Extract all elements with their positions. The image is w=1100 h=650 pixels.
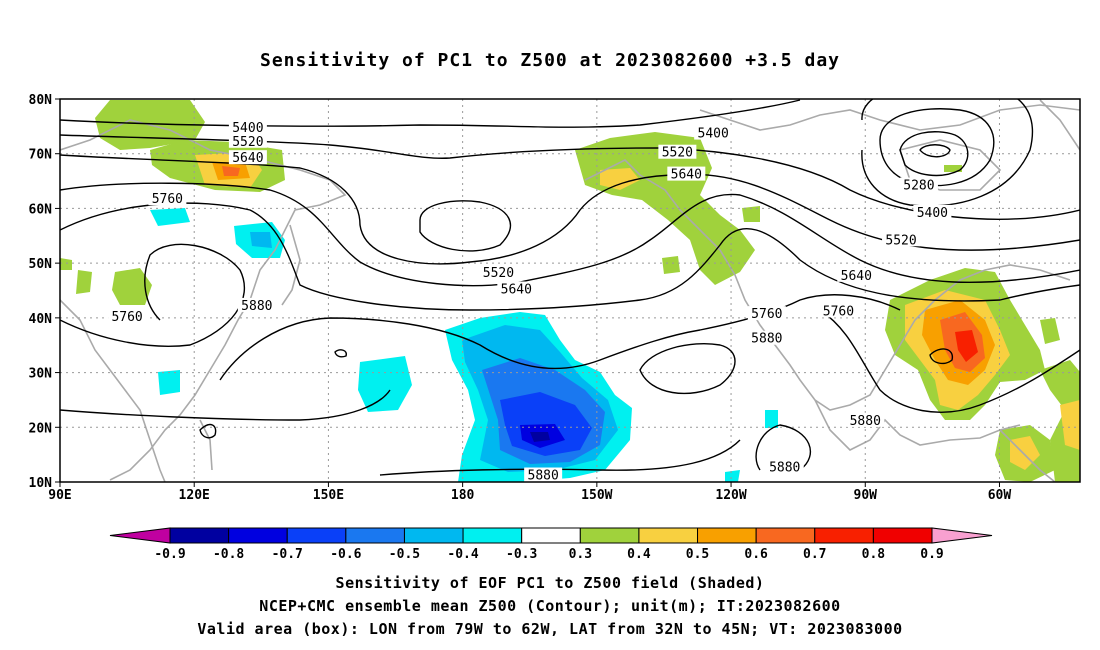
colorbar-label: -0.5 bbox=[389, 547, 420, 562]
lat-label: 10N bbox=[29, 476, 53, 491]
contour-label: 5520 bbox=[662, 146, 693, 161]
colorbar-swatch bbox=[697, 527, 757, 544]
contour-label: 5520 bbox=[483, 266, 514, 281]
sensitivity-shading bbox=[60, 100, 1080, 482]
contour-label-bg bbox=[846, 412, 885, 427]
colorbar-label: -0.6 bbox=[330, 547, 361, 562]
contour-label-bg bbox=[658, 144, 697, 159]
colorbar-label: 0.3 bbox=[569, 547, 592, 562]
colorbar-swatch bbox=[345, 527, 405, 544]
contour-label-bg bbox=[228, 120, 267, 135]
contour-label-bg bbox=[882, 232, 921, 247]
contour-label-bg bbox=[228, 150, 267, 165]
colorbar-swatch bbox=[286, 527, 347, 544]
colorbar-label: 0.5 bbox=[686, 547, 709, 562]
map-title: Sensitivity of PC1 to Z500 at 2023082600… bbox=[259, 50, 840, 71]
contour-label: 5640 bbox=[671, 168, 702, 183]
contour-label: 5760 bbox=[823, 304, 854, 319]
lon-label: 90W bbox=[854, 488, 878, 503]
contour-label: 5280 bbox=[903, 179, 934, 194]
caption-valid-area: Valid area (box): LON from 79W to 62W, L… bbox=[197, 620, 903, 638]
contour-label-bg bbox=[497, 281, 536, 296]
colorbar-label: 0.9 bbox=[920, 547, 943, 562]
contour-label-bg bbox=[747, 330, 786, 345]
caption-shading: Sensitivity of EOF PC1 to Z500 field (Sh… bbox=[335, 574, 765, 592]
colorbar-swatch bbox=[814, 527, 874, 544]
contour-label-bg bbox=[667, 166, 706, 181]
lon-label: 150W bbox=[581, 488, 612, 503]
map-frame bbox=[59, 98, 1081, 483]
contour-label: 5520 bbox=[885, 233, 916, 248]
colorbar: -0.9 -0.8 -0.7 -0.6 -0.5 -0.4 -0.3 0.3 0.4 0.5 0.6… bbox=[109, 527, 993, 562]
colorbar-label: -0.9 bbox=[154, 547, 185, 562]
contour-label: 5880 bbox=[241, 299, 272, 314]
lat-label: 30N bbox=[29, 367, 53, 382]
contour-label-bg bbox=[747, 306, 786, 321]
contour-label: 5880 bbox=[769, 460, 800, 475]
colorbar-swatch bbox=[579, 527, 640, 544]
lon-label: 90E bbox=[48, 488, 71, 503]
colorbar-label: -0.3 bbox=[506, 547, 537, 562]
contour-label-bg bbox=[819, 303, 858, 318]
contour-label: 5760 bbox=[152, 192, 183, 207]
lat-label: 20N bbox=[29, 421, 53, 436]
contour-label: 5760 bbox=[111, 310, 142, 325]
contour-label: 5520 bbox=[232, 135, 263, 150]
contour-label: 5880 bbox=[850, 414, 881, 429]
contour-label-bg bbox=[899, 177, 938, 192]
lon-label: 120W bbox=[715, 488, 746, 503]
contour-labels: 5400 540054005520552055205520564056405640… bbox=[108, 120, 952, 484]
geopotential-contours bbox=[60, 99, 1080, 476]
longitude-labels: 90E 120E 150E 180 150W 120W 90W 60W bbox=[48, 482, 1011, 503]
contour-label: 5880 bbox=[751, 332, 782, 347]
colorbar-swatch bbox=[169, 527, 230, 544]
contour-label-bg bbox=[228, 133, 267, 148]
contour-label-bg bbox=[913, 204, 952, 219]
contour-label-bg bbox=[694, 125, 733, 140]
colorbar-swatch bbox=[521, 527, 581, 544]
latitude-labels: 80N 70N 60N 50N 40N 30N 20N 10N bbox=[29, 93, 60, 491]
contour-label: 5880 bbox=[528, 469, 559, 484]
colorbar-swatch bbox=[755, 527, 816, 544]
colorbar-end-left bbox=[109, 527, 171, 544]
contour-label: 5400 bbox=[232, 121, 263, 136]
lat-label: 50N bbox=[29, 257, 53, 272]
lon-label: 150E bbox=[313, 488, 344, 503]
lon-label: 60W bbox=[988, 488, 1012, 503]
contour-label: 5640 bbox=[841, 269, 872, 284]
contour-label-bg bbox=[237, 297, 276, 312]
colorbar-swatch bbox=[462, 527, 523, 544]
contour-label: 5640 bbox=[232, 151, 263, 166]
lat-label: 80N bbox=[29, 93, 53, 108]
colorbar-label: 0.8 bbox=[862, 547, 886, 562]
colorbar-swatch bbox=[872, 527, 933, 544]
lat-label: 70N bbox=[29, 148, 53, 163]
lon-label: 120E bbox=[179, 488, 210, 503]
lon-label: 180 bbox=[451, 488, 475, 503]
contour-label: 5400 bbox=[698, 127, 729, 142]
colorbar-swatch bbox=[228, 527, 288, 544]
caption-contour: NCEP+CMC ensemble mean Z500 (Contour); u… bbox=[259, 597, 841, 615]
colorbar-label: 0.4 bbox=[627, 547, 651, 562]
colorbar-label: -0.8 bbox=[213, 547, 244, 562]
lat-label: 40N bbox=[29, 312, 53, 327]
colorbar-swatch bbox=[638, 527, 699, 544]
lat-label: 60N bbox=[29, 202, 53, 217]
contour-label-bg bbox=[108, 308, 147, 323]
contour-label-bg bbox=[524, 467, 563, 482]
contour-label-bg bbox=[765, 459, 804, 474]
contour-label: 5400 bbox=[917, 206, 948, 221]
colorbar-label: -0.4 bbox=[447, 547, 478, 562]
colorbar-swatch bbox=[403, 527, 464, 544]
contour-label-bg bbox=[479, 265, 518, 280]
colorbar-label: 0.7 bbox=[803, 547, 826, 562]
colorbar-label: 0.6 bbox=[744, 547, 768, 562]
contour-label: 5640 bbox=[501, 283, 532, 298]
contour-label: 5760 bbox=[751, 307, 782, 322]
colorbar-end-right bbox=[931, 527, 993, 544]
contour-label-bg bbox=[148, 191, 187, 206]
colorbar-label: -0.7 bbox=[272, 547, 303, 562]
contour-label-bg bbox=[837, 267, 876, 282]
